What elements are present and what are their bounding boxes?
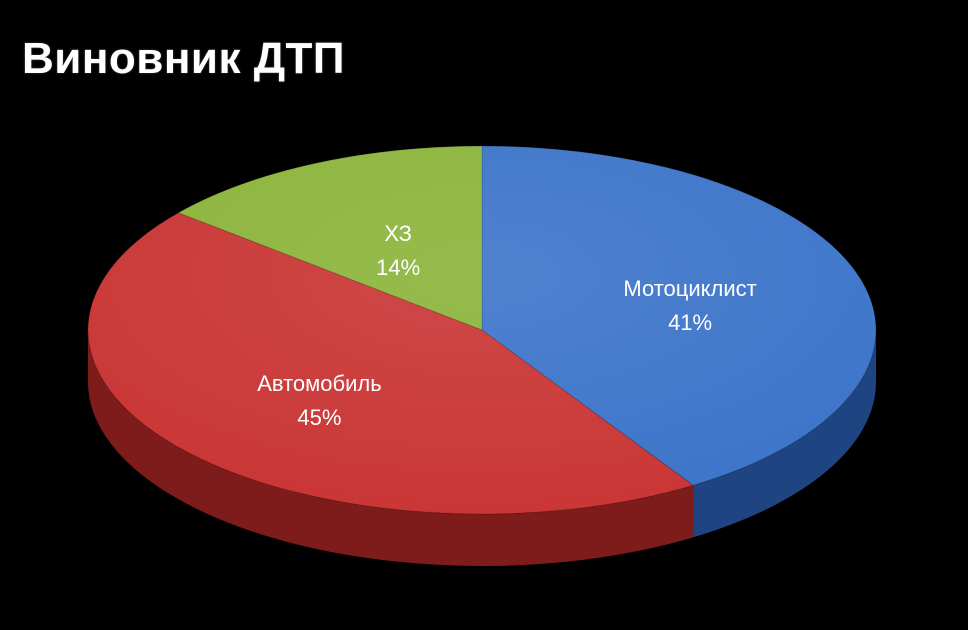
slice-percent-1: 45% xyxy=(297,405,341,430)
slice-percent-0: 41% xyxy=(668,310,712,335)
slice-label-2: ХЗ xyxy=(384,221,411,246)
chart-title: Виновник ДТП xyxy=(22,34,346,83)
slice-label-0: Мотоциклист xyxy=(623,276,756,301)
slice-label-1: Автомобиль xyxy=(257,371,382,396)
slice-percent-2: 14% xyxy=(376,255,420,280)
